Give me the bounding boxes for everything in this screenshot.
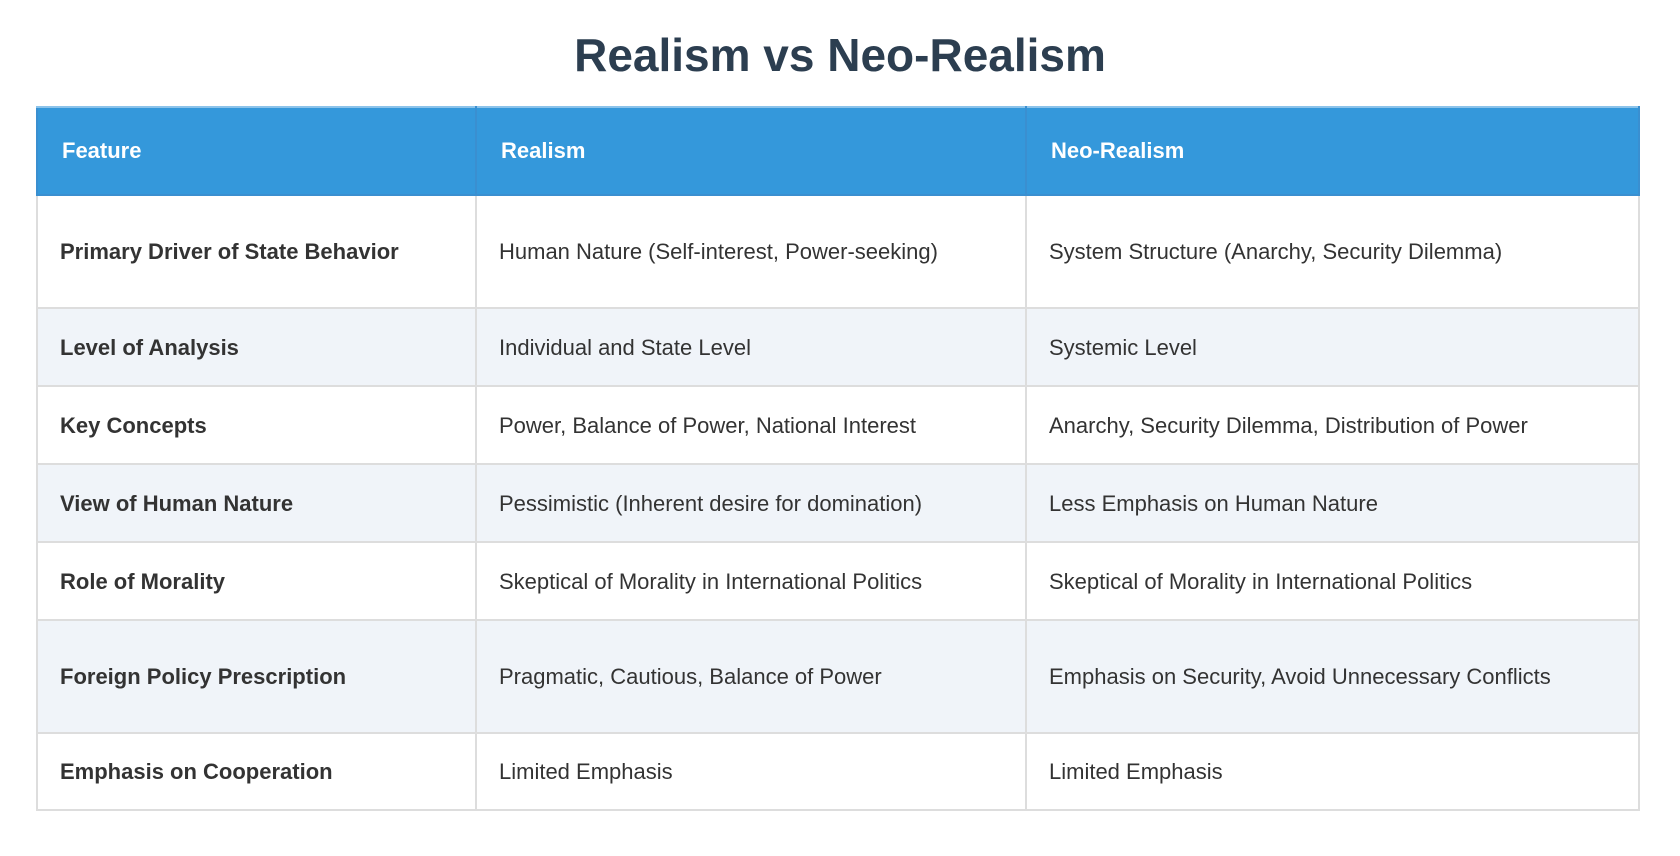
neo-realism-cell: Emphasis on Security, Avoid Unnecessary … (1025, 619, 1640, 734)
table-row: View of Human Nature Pessimistic (Inhere… (36, 463, 1640, 543)
realism-cell: Pragmatic, Cautious, Balance of Power (475, 619, 1027, 734)
column-header-neo-realism: Neo-Realism (1025, 106, 1640, 196)
neo-realism-cell: Limited Emphasis (1025, 732, 1640, 811)
feature-cell: Key Concepts (36, 385, 477, 465)
column-header-realism: Realism (475, 106, 1027, 196)
header-row: Feature Realism Neo-Realism (36, 106, 1640, 196)
neo-realism-cell: System Structure (Anarchy, Security Dile… (1025, 194, 1640, 309)
table-row: Level of Analysis Individual and State L… (36, 307, 1640, 387)
neo-realism-cell: Less Emphasis on Human Nature (1025, 463, 1640, 543)
feature-cell: Emphasis on Cooperation (36, 732, 477, 811)
feature-cell: Role of Morality (36, 541, 477, 621)
realism-cell: Human Nature (Self-interest, Power-seeki… (475, 194, 1027, 309)
comparison-table: Feature Realism Neo-Realism Primary Driv… (36, 106, 1640, 811)
realism-cell: Skeptical of Morality in International P… (475, 541, 1027, 621)
page-title: Realism vs Neo-Realism (574, 29, 1106, 81)
realism-cell: Power, Balance of Power, National Intere… (475, 385, 1027, 465)
realism-cell: Pessimistic (Inherent desire for dominat… (475, 463, 1027, 543)
neo-realism-cell: Systemic Level (1025, 307, 1640, 387)
table-row: Foreign Policy Prescription Pragmatic, C… (36, 619, 1640, 734)
table-row: Primary Driver of State Behavior Human N… (36, 194, 1640, 309)
neo-realism-cell: Anarchy, Security Dilemma, Distribution … (1025, 385, 1640, 465)
feature-cell: View of Human Nature (36, 463, 477, 543)
realism-cell: Limited Emphasis (475, 732, 1027, 811)
table-row: Role of Morality Skeptical of Morality i… (36, 541, 1640, 621)
realism-cell: Individual and State Level (475, 307, 1027, 387)
table-row: Emphasis on Cooperation Limited Emphasis… (36, 732, 1640, 811)
neo-realism-cell: Skeptical of Morality in International P… (1025, 541, 1640, 621)
feature-cell: Level of Analysis (36, 307, 477, 387)
table-row: Key Concepts Power, Balance of Power, Na… (36, 385, 1640, 465)
column-header-feature: Feature (36, 106, 477, 196)
feature-cell: Foreign Policy Prescription (36, 619, 477, 734)
feature-cell: Primary Driver of State Behavior (36, 194, 477, 309)
